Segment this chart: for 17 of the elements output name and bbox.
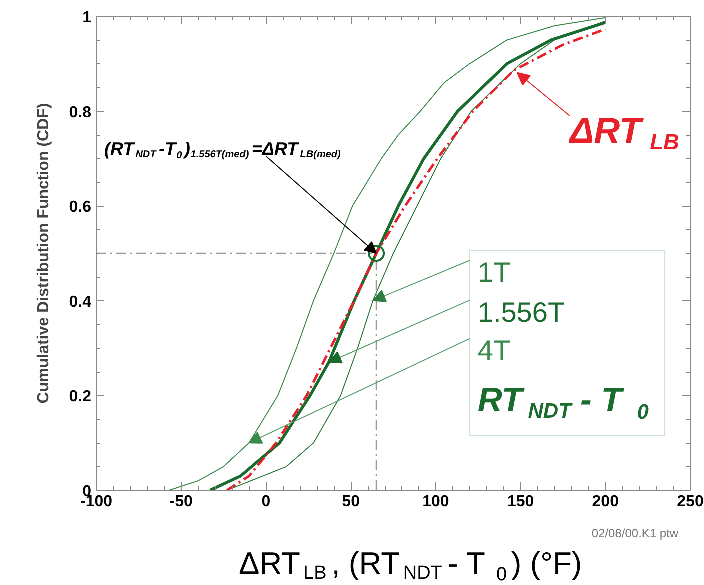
text: 1T (478, 256, 511, 288)
y-tick-label: 1 (82, 10, 92, 26)
y-tick-label: 0.4 (69, 294, 92, 311)
x-tick-label: 50 (342, 494, 360, 510)
y-tick-label: 0.2 (69, 388, 92, 406)
y-tick-label: 0.6 (69, 199, 92, 216)
x-tick-label: 250 (677, 494, 704, 510)
text: 1.556T (478, 296, 566, 328)
y-tick-label: 0.8 (69, 104, 92, 122)
x-tick-label: 100 (422, 494, 450, 510)
x-tick-label: 150 (507, 494, 534, 510)
x-tick-label: -50 (170, 494, 194, 510)
y-axis-title: Cumulative Distribution Function (CDF) (35, 103, 52, 404)
text: 02/08/00.K1 ptw (592, 526, 679, 540)
text: 4T (478, 335, 511, 366)
x-tick-label: 200 (592, 494, 620, 510)
x-tick-label: 0 (262, 494, 271, 510)
